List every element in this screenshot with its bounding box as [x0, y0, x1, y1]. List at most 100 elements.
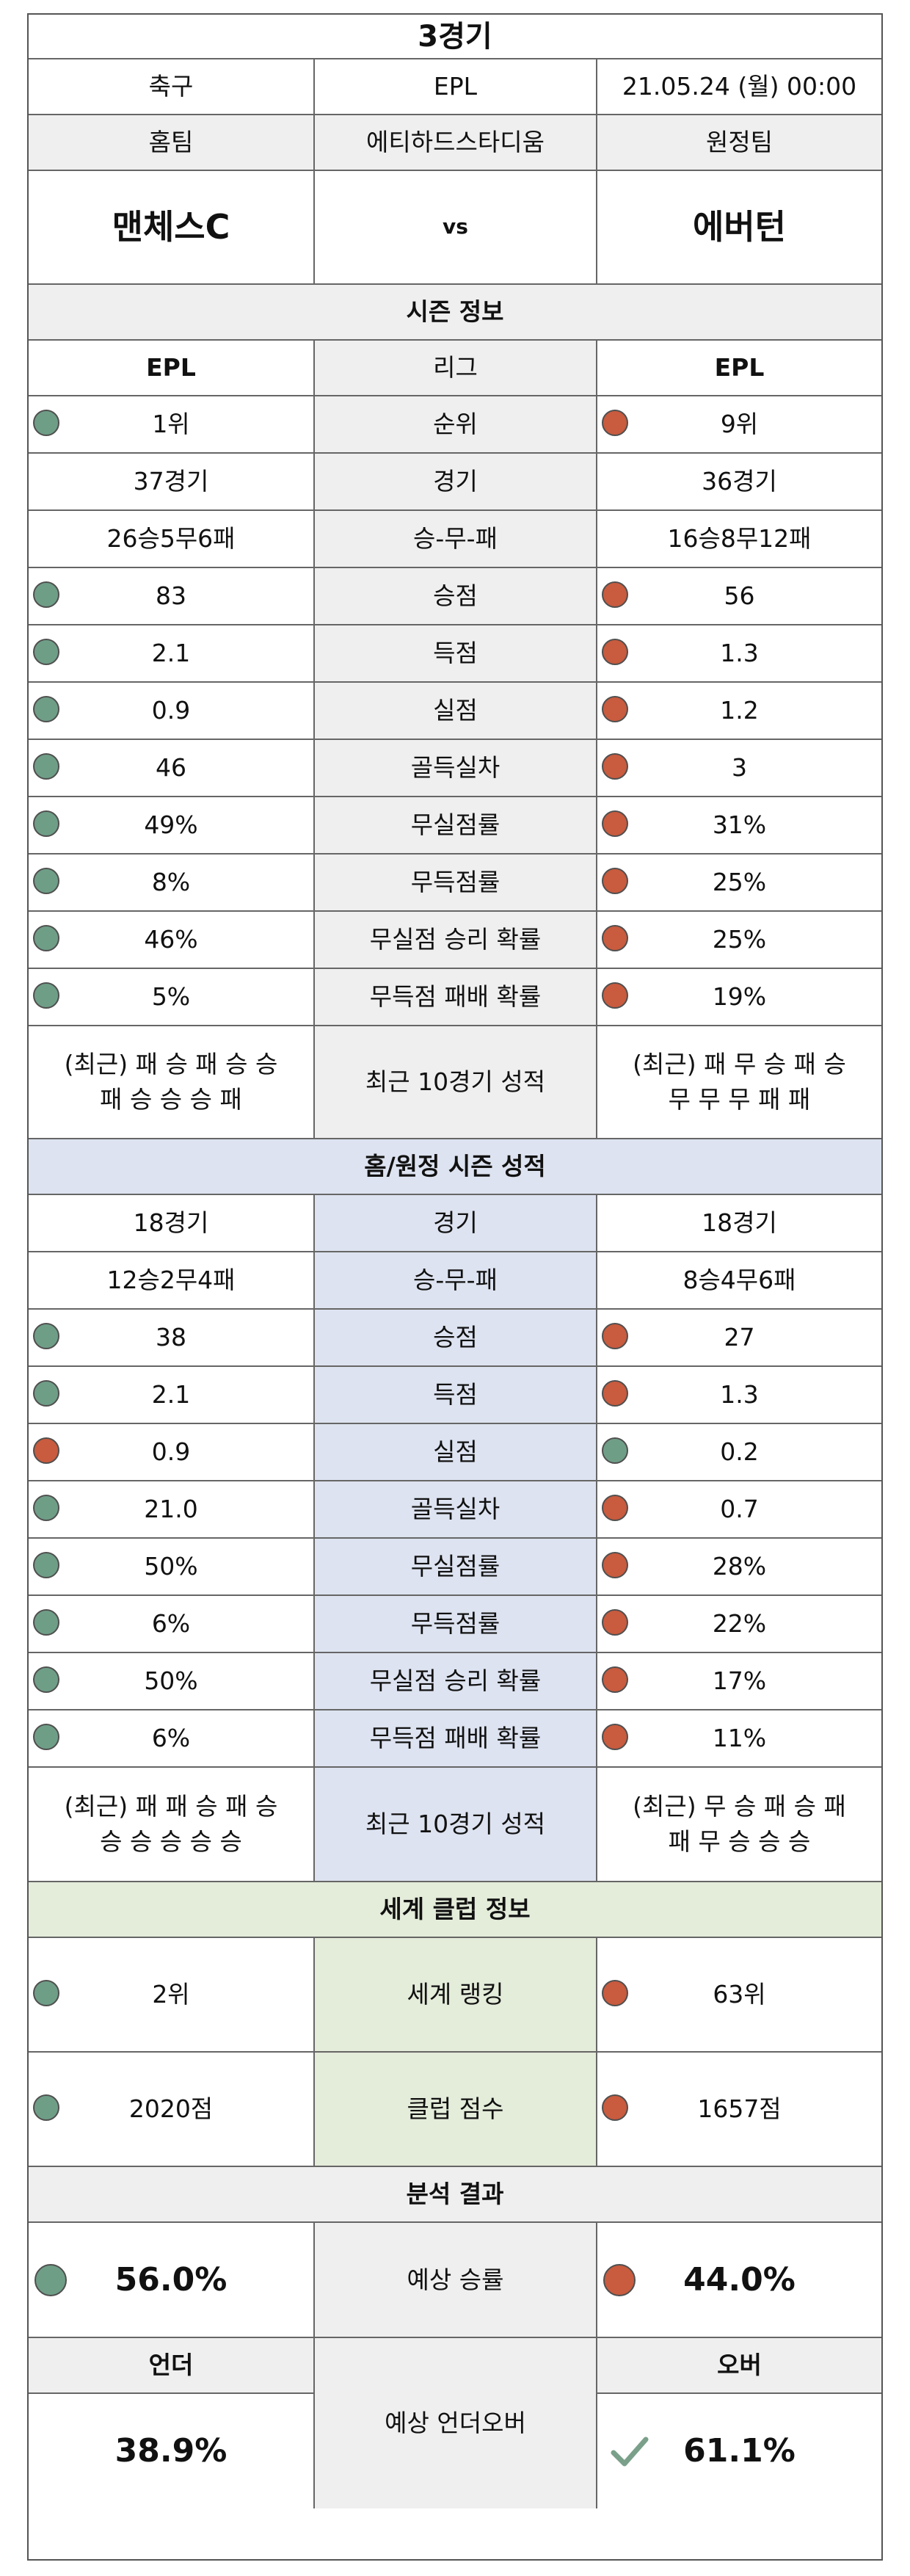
home-ha-ns-loss: 6%: [29, 1710, 315, 1766]
home-ha-points: 38: [29, 1310, 315, 1365]
season-points-row: 83 승점 56: [29, 568, 881, 625]
under-value: 38.9%: [114, 2432, 228, 2470]
disadvantage-dot-icon: [602, 753, 628, 780]
away-ha-no-score: 22%: [597, 1596, 881, 1652]
advantage-dot-icon: [33, 1980, 59, 2006]
win-rate-row: 56.0% 예상 승률 44.0%: [29, 2223, 881, 2338]
advantage-dot-icon: [33, 1552, 59, 1578]
analysis-section-header: 분석 결과: [406, 2180, 504, 2209]
league-cell: EPL: [315, 59, 597, 114]
ha-goaldiff-row: 21.0 골득실차 0.7: [29, 1481, 881, 1539]
home-team-name: 맨체스C: [29, 171, 315, 283]
disadvantage-dot-icon: [603, 2263, 636, 2296]
disadvantage-dot-icon: [602, 925, 628, 951]
away-no-score: 25%: [597, 855, 881, 910]
ha-wdl-row: 12승2무4패 승-무-패 8승4무6패: [29, 1252, 881, 1310]
season-nsloss-row: 5% 무득점 패배 확률 19%: [29, 969, 881, 1026]
home-games: 37경기: [29, 454, 315, 509]
disadvantage-dot-icon: [602, 581, 628, 608]
under-over-block: 언더 38.9% 예상 언더오버 오버 61.1%: [29, 2338, 881, 2508]
ha-points-label: 승점: [315, 1310, 597, 1365]
home-clean-sheet: 49%: [29, 797, 315, 853]
advantage-dot-icon: [33, 581, 59, 608]
ha-recent-form-label: 최근 10경기 성적: [315, 1768, 597, 1881]
disadvantage-dot-icon: [602, 1666, 628, 1693]
ha-games-label: 경기: [315, 1195, 597, 1251]
under-column: 언더 38.9%: [29, 2338, 315, 2508]
away-ha-conceded: 0.2: [597, 1424, 881, 1480]
homeaway-section-header: 홈/원정 시즌 성적: [364, 1152, 546, 1181]
season-conceded-row: 0.9 실점 1.2: [29, 683, 881, 740]
ha-points-row: 38 승점 27: [29, 1310, 881, 1367]
away-goal-diff: 3: [597, 740, 881, 796]
ns-loss-label: 무득점 패배 확률: [315, 969, 597, 1025]
title-row: 3경기: [29, 15, 881, 59]
away-ha-cs-win: 17%: [597, 1653, 881, 1709]
advantage-dot-icon: [33, 1724, 59, 1750]
away-team-name: 에버턴: [693, 207, 786, 247]
home-ha-games: 18경기: [29, 1195, 315, 1251]
ha-cleansheet-row: 50% 무실점률 28%: [29, 1539, 881, 1596]
home-scored: 2.1: [29, 625, 315, 681]
win-rate-label: 예상 승률: [315, 2223, 597, 2337]
season-noscore-row: 8% 무득점률 25%: [29, 855, 881, 912]
venue-row: 홈팀 에티하드스타디움 원정팀: [29, 115, 881, 171]
advantage-dot-icon: [33, 925, 59, 951]
home-world-ranking: 2위: [29, 1938, 315, 2051]
check-icon: [609, 2431, 650, 2485]
ha-noscore-row: 6% 무득점률 22%: [29, 1596, 881, 1653]
away-points: 56: [597, 568, 881, 624]
match-sheet: 3경기 축구 EPL 21.05.24 (월) 00:00 홈팀 에티하드스타디…: [27, 13, 883, 2561]
disadvantage-dot-icon: [602, 696, 628, 722]
away-conceded: 1.2: [597, 683, 881, 739]
home-ha-no-score: 6%: [29, 1596, 315, 1652]
world-ranking-label: 세계 랭킹: [315, 1938, 597, 2051]
advantage-dot-icon: [33, 810, 59, 837]
season-cleansheet-row: 49% 무실점률 31%: [29, 797, 881, 855]
away-ha-ns-loss: 11%: [597, 1710, 881, 1766]
scored-label: 득점: [315, 625, 597, 681]
season-scored-row: 2.1 득점 1.3: [29, 625, 881, 683]
ha-conceded-row: 0.9 실점 0.2: [29, 1424, 881, 1481]
advantage-dot-icon: [33, 982, 59, 1009]
ha-scored-row: 2.1 득점 1.3: [29, 1367, 881, 1424]
games-label: 경기: [315, 454, 597, 509]
home-cs-win: 46%: [29, 912, 315, 968]
advantage-dot-icon: [33, 1666, 59, 1693]
disadvantage-dot-icon: [602, 410, 628, 436]
away-rank: 9위: [597, 396, 881, 452]
season-games-row: 37경기 경기 36경기: [29, 454, 881, 511]
season-rank-row: 1위 순위 9위: [29, 396, 881, 454]
sport-cell: 축구: [29, 59, 315, 114]
home-ha-wdl: 12승2무4패: [29, 1252, 315, 1308]
over-value: 61.1%: [597, 2394, 881, 2508]
disadvantage-dot-icon: [33, 1437, 59, 1464]
away-world-ranking: 63위: [597, 1938, 881, 2051]
advantage-dot-icon: [33, 753, 59, 780]
advantage-dot-icon: [33, 696, 59, 722]
league-label: 리그: [315, 341, 597, 395]
disadvantage-dot-icon: [602, 982, 628, 1009]
season-league-row: EPL 리그 EPL: [29, 341, 881, 396]
ha-cs-win-label: 무실점 승리 확률: [315, 1653, 597, 1709]
disadvantage-dot-icon: [602, 1380, 628, 1407]
over-label: 오버: [597, 2338, 881, 2394]
season-cswin-row: 46% 무실점 승리 확률 25%: [29, 912, 881, 969]
disadvantage-dot-icon: [602, 639, 628, 665]
away-club-score: 1657점: [597, 2053, 881, 2166]
disadvantage-dot-icon: [602, 1609, 628, 1636]
ha-scored-label: 득점: [315, 1367, 597, 1423]
away-ha-goal-diff: 0.7: [597, 1481, 881, 1537]
goal-diff-label: 골득실차: [315, 740, 597, 796]
away-ha-games: 18경기: [702, 1208, 777, 1238]
away-team-label: 원정팀: [705, 128, 774, 157]
away-win-rate: 44.0%: [597, 2223, 881, 2337]
world-header-row: 세계 클럽 정보: [29, 1882, 881, 1938]
info-row: 축구 EPL 21.05.24 (월) 00:00: [29, 59, 881, 115]
under-label: 언더: [29, 2338, 313, 2394]
season-section-header: 시즌 정보: [406, 297, 504, 327]
